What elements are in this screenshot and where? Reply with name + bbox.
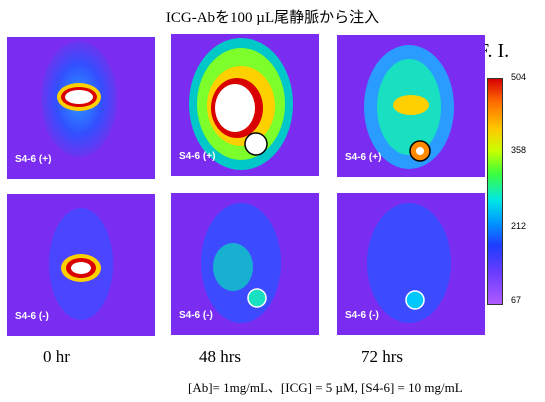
figure-title: ICG-Abを100 µL尾静脈から注入 bbox=[165, 10, 380, 26]
time-label-72hrs: 72 hrs bbox=[361, 347, 404, 366]
fluorescence-intensity-label: F. I. bbox=[478, 40, 510, 62]
colorbar-tick-358: 358 bbox=[511, 145, 527, 155]
mouse-image-minus-0hr bbox=[7, 194, 155, 336]
panel-label: S4-6 (+) bbox=[179, 151, 216, 162]
time-label-48hrs: 48 hrs bbox=[199, 347, 242, 366]
time-label-0hr: 0 hr bbox=[43, 347, 70, 366]
panel-label: S4-6 (-) bbox=[345, 310, 379, 321]
panel-plus-0hr: S4-6 (+) bbox=[7, 37, 155, 179]
panel-minus-72hrs: S4-6 (-) bbox=[337, 193, 485, 335]
mouse-image-plus-48hrs bbox=[171, 34, 319, 176]
colorbar-tick-212: 212 bbox=[511, 221, 527, 231]
panel-label: S4-6 (-) bbox=[179, 310, 213, 321]
colorbar-tick-67: 67 bbox=[511, 295, 522, 305]
panel-label: S4-6 (+) bbox=[345, 152, 382, 163]
panel-plus-72hrs: S4-6 (+) bbox=[337, 35, 485, 177]
mouse-image-minus-48hrs bbox=[171, 193, 319, 335]
fluorescence-colorbar bbox=[487, 78, 503, 305]
mouse-image-plus-0hr bbox=[7, 37, 155, 179]
panel-minus-48hrs: S4-6 (-) bbox=[171, 193, 319, 335]
colorbar-tick-504: 504 bbox=[511, 72, 527, 82]
panel-label: S4-6 (+) bbox=[15, 154, 52, 165]
mouse-image-minus-72hrs bbox=[337, 193, 485, 335]
panel-label: S4-6 (-) bbox=[15, 311, 49, 322]
panel-minus-0hr: S4-6 (-) bbox=[7, 194, 155, 336]
panel-plus-48hrs: S4-6 (+) bbox=[171, 34, 319, 176]
conditions-footer: [Ab]= 1mg/mL、[ICG] = 5 µM, [S4-6] = 10 m… bbox=[188, 380, 463, 395]
mouse-image-plus-72hrs bbox=[337, 35, 485, 177]
